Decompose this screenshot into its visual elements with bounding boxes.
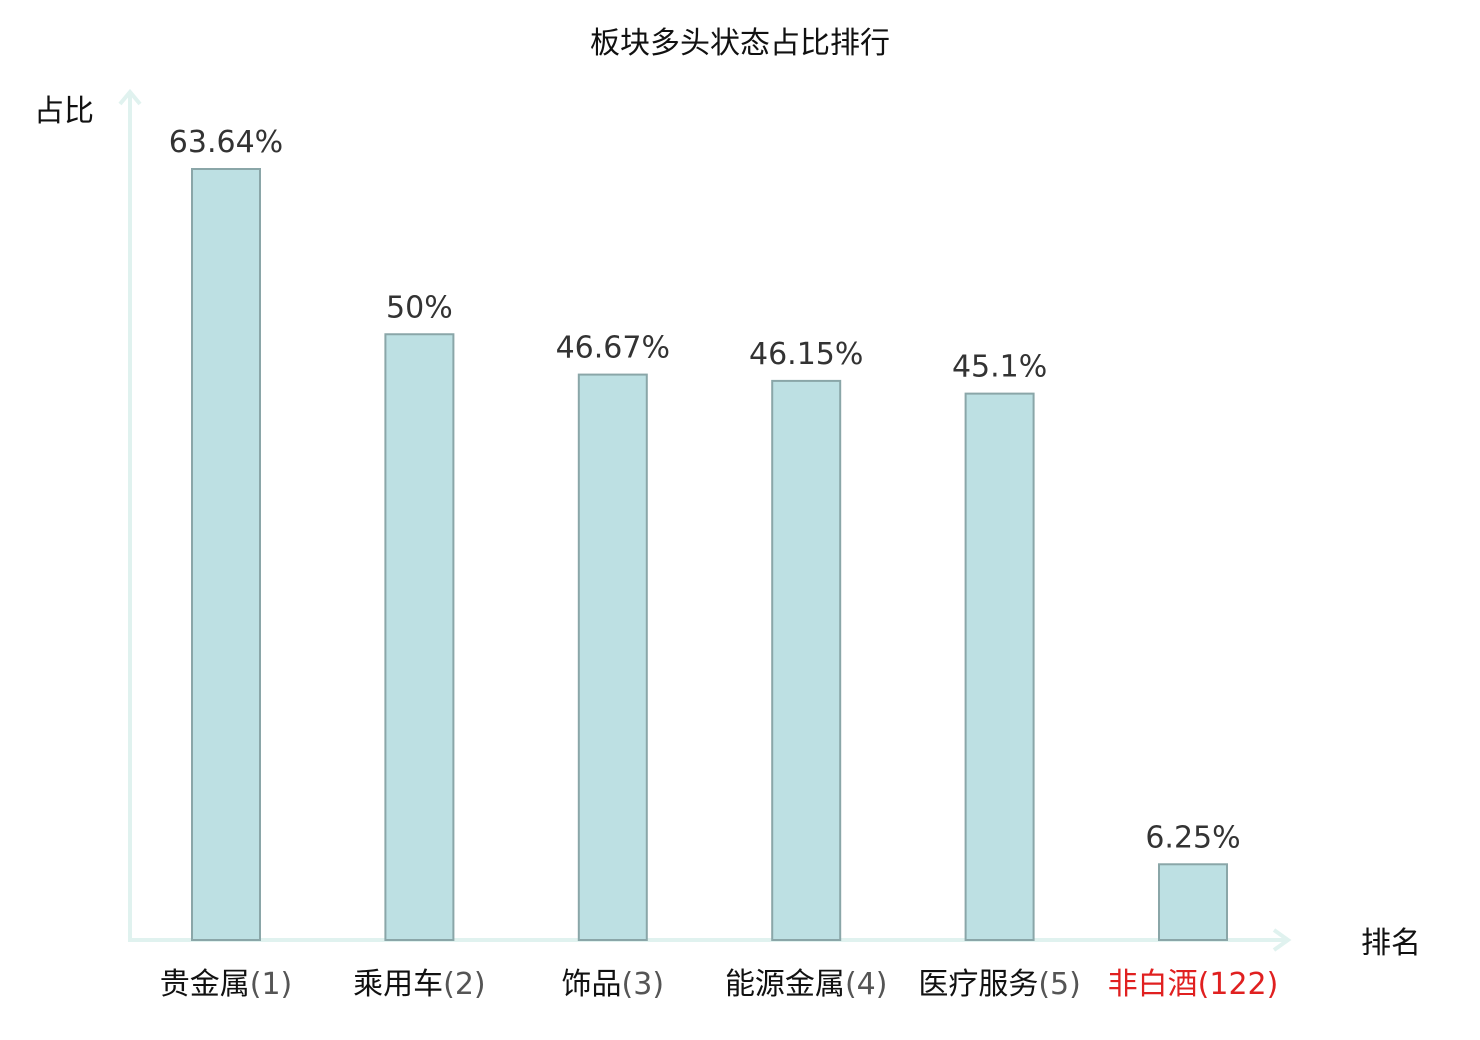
category-rank: (5) — [1038, 967, 1081, 1002]
bar — [771, 379, 842, 941]
category-rank: (1) — [250, 967, 293, 1002]
bar — [577, 373, 648, 941]
value-label: 63.64% — [169, 125, 283, 160]
category-name: 医疗服务 — [918, 967, 1038, 1002]
value-label: 45.1% — [952, 350, 1047, 385]
value-label: 50% — [386, 290, 453, 325]
category-name: 乘用车 — [353, 967, 443, 1002]
category-tick-label: 医疗服务(5) — [918, 967, 1081, 1002]
bar — [191, 168, 261, 941]
value-label: 46.67% — [556, 331, 670, 366]
category-rank: (4) — [845, 967, 888, 1002]
bar — [1158, 863, 1228, 941]
category-tick-label: 乘用车(2) — [353, 967, 486, 1002]
category-rank: (122) — [1198, 967, 1279, 1002]
x-axis-arrow-icon — [1272, 928, 1292, 952]
category-name: 非白酒 — [1108, 967, 1198, 1002]
bar — [964, 392, 1035, 941]
value-labels-group: 63.64% 50% 46.67% 46.15% 45.1% 6.25% — [169, 125, 1241, 855]
y-axis-arrow-icon — [118, 88, 142, 106]
category-name: 饰品 — [562, 967, 622, 1002]
category-tick-label: 贵金属(1) — [160, 967, 293, 1002]
category-tick-label: 能源金属(4) — [725, 967, 888, 1002]
value-label: 6.25% — [1145, 820, 1240, 855]
x-axis-label: 排名 — [1361, 926, 1421, 961]
y-axis-label: 占比 — [34, 94, 94, 129]
category-tick-label: 饰品(3) — [562, 967, 665, 1002]
category-rank: (2) — [443, 967, 486, 1002]
axes-lines — [128, 92, 1286, 942]
category-name: 能源金属 — [725, 967, 845, 1002]
chart-title: 板块多头状态占比排行 — [590, 26, 890, 61]
value-label: 46.15% — [749, 337, 863, 372]
bar — [384, 333, 455, 941]
category-rank: (3) — [622, 967, 665, 1002]
category-labels-group: 贵金属(1) 乘用车(2) 饰品(3) 能源金属(4) 医疗服务(5) 非白酒(122) — [160, 967, 1279, 1002]
category-name: 贵金属 — [160, 967, 250, 1002]
bars-group — [191, 168, 1228, 941]
category-tick-label: 非白酒(122) — [1108, 967, 1279, 1002]
